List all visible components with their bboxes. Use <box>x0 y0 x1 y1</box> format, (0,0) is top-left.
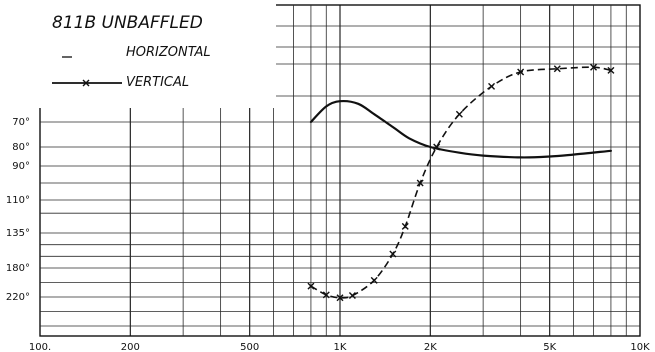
legend-horizontal-label: HORIZONTAL <box>126 45 211 60</box>
series-layer <box>307 63 615 302</box>
series-vertical-point <box>607 66 615 74</box>
series-vertical-point <box>517 68 525 76</box>
series-vertical-point <box>348 292 356 300</box>
legend-vertical-label: VERTICAL <box>126 75 189 90</box>
series-vertical-point <box>433 143 441 151</box>
y-tick-label: 90° <box>12 161 30 172</box>
legend: 811B UNBAFFLED HORIZONTAL VERTICAL <box>0 0 276 108</box>
x-tick-label: 10K <box>630 342 650 352</box>
point-stroke <box>607 66 615 74</box>
legend-box <box>0 0 276 108</box>
point-stroke <box>389 250 397 258</box>
y-tick-label: 135° <box>6 228 30 239</box>
series-horizontal-line <box>309 100 612 159</box>
point-stroke <box>370 276 378 284</box>
x-tick-label: 500 <box>240 342 259 352</box>
series-vertical-point <box>370 276 378 284</box>
series-vertical-point <box>389 250 397 258</box>
point-stroke <box>455 110 463 118</box>
series-vertical-point <box>553 65 561 73</box>
point-stroke <box>416 179 424 187</box>
y-tick-label: 220° <box>6 292 30 303</box>
point-stroke <box>401 222 409 230</box>
point-stroke <box>517 68 525 76</box>
series-vertical-point <box>416 179 424 187</box>
point-stroke <box>433 143 441 151</box>
series-vertical-point <box>455 110 463 118</box>
series-vertical-point <box>488 82 496 90</box>
point-stroke <box>488 82 496 90</box>
point-stroke <box>590 63 598 71</box>
series-vertical-point <box>336 294 344 302</box>
y-tick-label: 180° <box>6 263 30 274</box>
series-vertical-point <box>590 63 598 71</box>
chart-title: 811B UNBAFFLED <box>52 13 203 33</box>
x-tick-label: 5K <box>543 342 556 352</box>
series-vertical-point <box>401 222 409 230</box>
y-tick-label: 110° <box>6 195 30 206</box>
x-tick-label: 200 <box>121 342 140 352</box>
point-stroke <box>322 291 330 299</box>
x-tick-labels: 100. 200 500 1K 2K 5K 10K <box>29 342 650 352</box>
legend-vertical-marker <box>82 79 90 87</box>
series-vertical-point <box>307 282 315 290</box>
x-tick-label: 100. <box>29 342 51 352</box>
y-tick-label: 80° <box>12 142 30 153</box>
point-stroke <box>307 282 315 290</box>
point-stroke <box>553 65 561 73</box>
x-tick-label: 1K <box>334 342 347 352</box>
point-stroke <box>336 294 344 302</box>
series-vertical-point <box>322 291 330 299</box>
point-stroke <box>348 292 356 300</box>
y-tick-label: 70° <box>12 117 30 128</box>
x-tick-label: 2K <box>424 342 437 352</box>
